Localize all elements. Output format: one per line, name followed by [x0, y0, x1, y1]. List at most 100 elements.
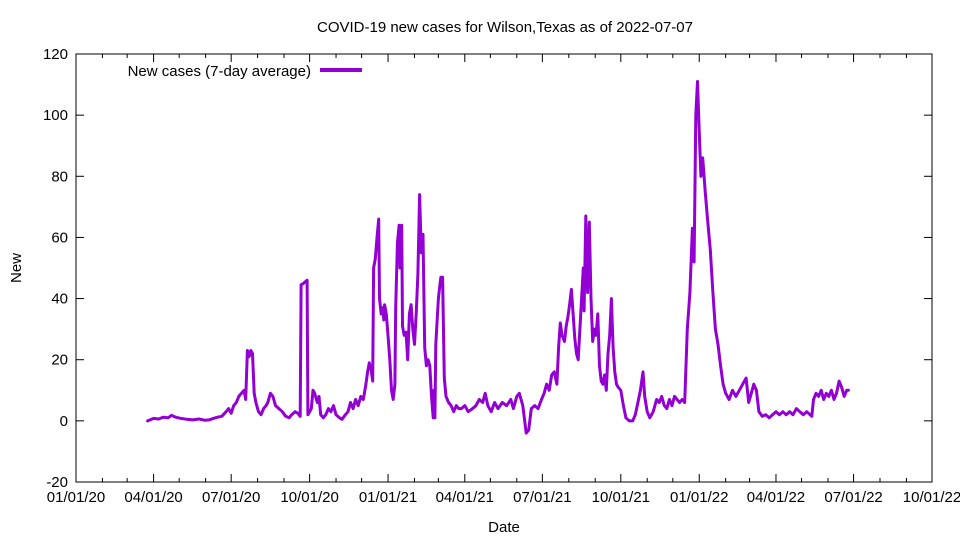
data-point: [259, 413, 263, 416]
y-tick-label: -20: [46, 474, 68, 491]
data-point: [290, 413, 293, 416]
data-point: [774, 410, 778, 413]
data-point: [747, 401, 750, 404]
data-point: [359, 395, 362, 398]
data-point: [845, 389, 848, 392]
data-point: [670, 404, 674, 407]
data-point: [741, 383, 744, 386]
data-point: [449, 404, 453, 407]
data-point: [641, 370, 645, 374]
data-point: [589, 297, 593, 300]
data-point: [409, 303, 413, 306]
data-point: [415, 312, 418, 316]
data-point: [437, 297, 440, 300]
data-point: [344, 413, 347, 416]
data-point: [744, 376, 748, 380]
data-point: [310, 407, 313, 410]
data-point: [432, 416, 435, 419]
y-tick-label: 120: [43, 46, 68, 63]
data-point: [216, 416, 219, 419]
data-point: [808, 413, 812, 416]
data-point: [441, 276, 444, 279]
data-point: [486, 404, 489, 407]
data-point: [639, 389, 642, 392]
data-point: [830, 389, 833, 392]
data-point: [296, 412, 299, 415]
data-point: [646, 410, 649, 413]
data-point: [611, 346, 615, 349]
x-tick-label: 04/01/20: [124, 489, 182, 506]
data-point: [668, 398, 671, 401]
data-point: [382, 318, 385, 322]
data-point: [271, 395, 275, 398]
x-tick-label: 07/01/21: [513, 489, 571, 506]
data-point: [805, 410, 808, 413]
data-point: [264, 404, 268, 407]
data-point: [734, 395, 738, 398]
data-point: [512, 407, 515, 410]
data-point: [230, 412, 233, 415]
data-point: [578, 327, 582, 331]
data-point: [750, 392, 753, 395]
data-point: [299, 415, 302, 418]
data-point: [655, 398, 658, 401]
data-point: [837, 379, 841, 383]
data-point: [575, 352, 578, 355]
data-point: [582, 309, 586, 312]
data-point: [699, 175, 703, 178]
series-line-new-cases: [146, 80, 850, 435]
x-tick-label: 04/01/21: [436, 489, 494, 506]
data-point: [317, 395, 321, 398]
data-point: [197, 417, 200, 421]
data-point: [457, 407, 460, 410]
data-point: [755, 389, 758, 392]
data-point: [375, 236, 379, 239]
chart-title: COVID-19 new cases for Wilson,Texas as o…: [317, 19, 693, 36]
data-point: [281, 410, 284, 413]
data-point: [251, 352, 254, 355]
data-point: [421, 233, 425, 236]
x-axis-label: Date: [488, 519, 520, 536]
data-point: [628, 419, 631, 423]
data-point: [439, 276, 443, 279]
data-point: [603, 373, 606, 377]
data-point: [242, 389, 246, 392]
data-point: [622, 404, 625, 407]
data-point: [377, 217, 380, 221]
data-point: [269, 392, 272, 395]
data-point: [660, 395, 663, 398]
data-point: [493, 401, 496, 404]
data-point: [322, 416, 325, 419]
data-point: [536, 407, 540, 410]
data-point: [237, 395, 240, 398]
data-point: [381, 306, 385, 309]
data-point: [392, 398, 395, 401]
data-point: [240, 392, 243, 395]
data-point: [527, 428, 530, 432]
data-point: [566, 315, 570, 319]
data-point: [496, 407, 500, 410]
data-point: [246, 349, 249, 352]
data-point: [146, 419, 149, 423]
y-tick-label: 0: [60, 413, 68, 430]
plot-frame: [75, 53, 933, 483]
data-point: [423, 346, 426, 349]
data-point: [394, 306, 397, 309]
x-tick-label: 10/01/22: [903, 489, 960, 506]
y-tick-label: 40: [51, 291, 68, 308]
y-tick-label: 60: [51, 229, 68, 246]
data-point: [814, 392, 818, 395]
data-point: [436, 312, 439, 316]
data-point: [678, 401, 681, 404]
data-point: [716, 343, 720, 346]
data-point: [802, 413, 805, 416]
data-point: [648, 416, 651, 419]
data-point: [274, 404, 277, 407]
data-point: [683, 401, 686, 404]
data-point: [244, 398, 247, 401]
data-point: [617, 386, 620, 389]
data-point: [598, 364, 601, 367]
data-point: [338, 416, 341, 419]
data-point: [386, 334, 390, 337]
